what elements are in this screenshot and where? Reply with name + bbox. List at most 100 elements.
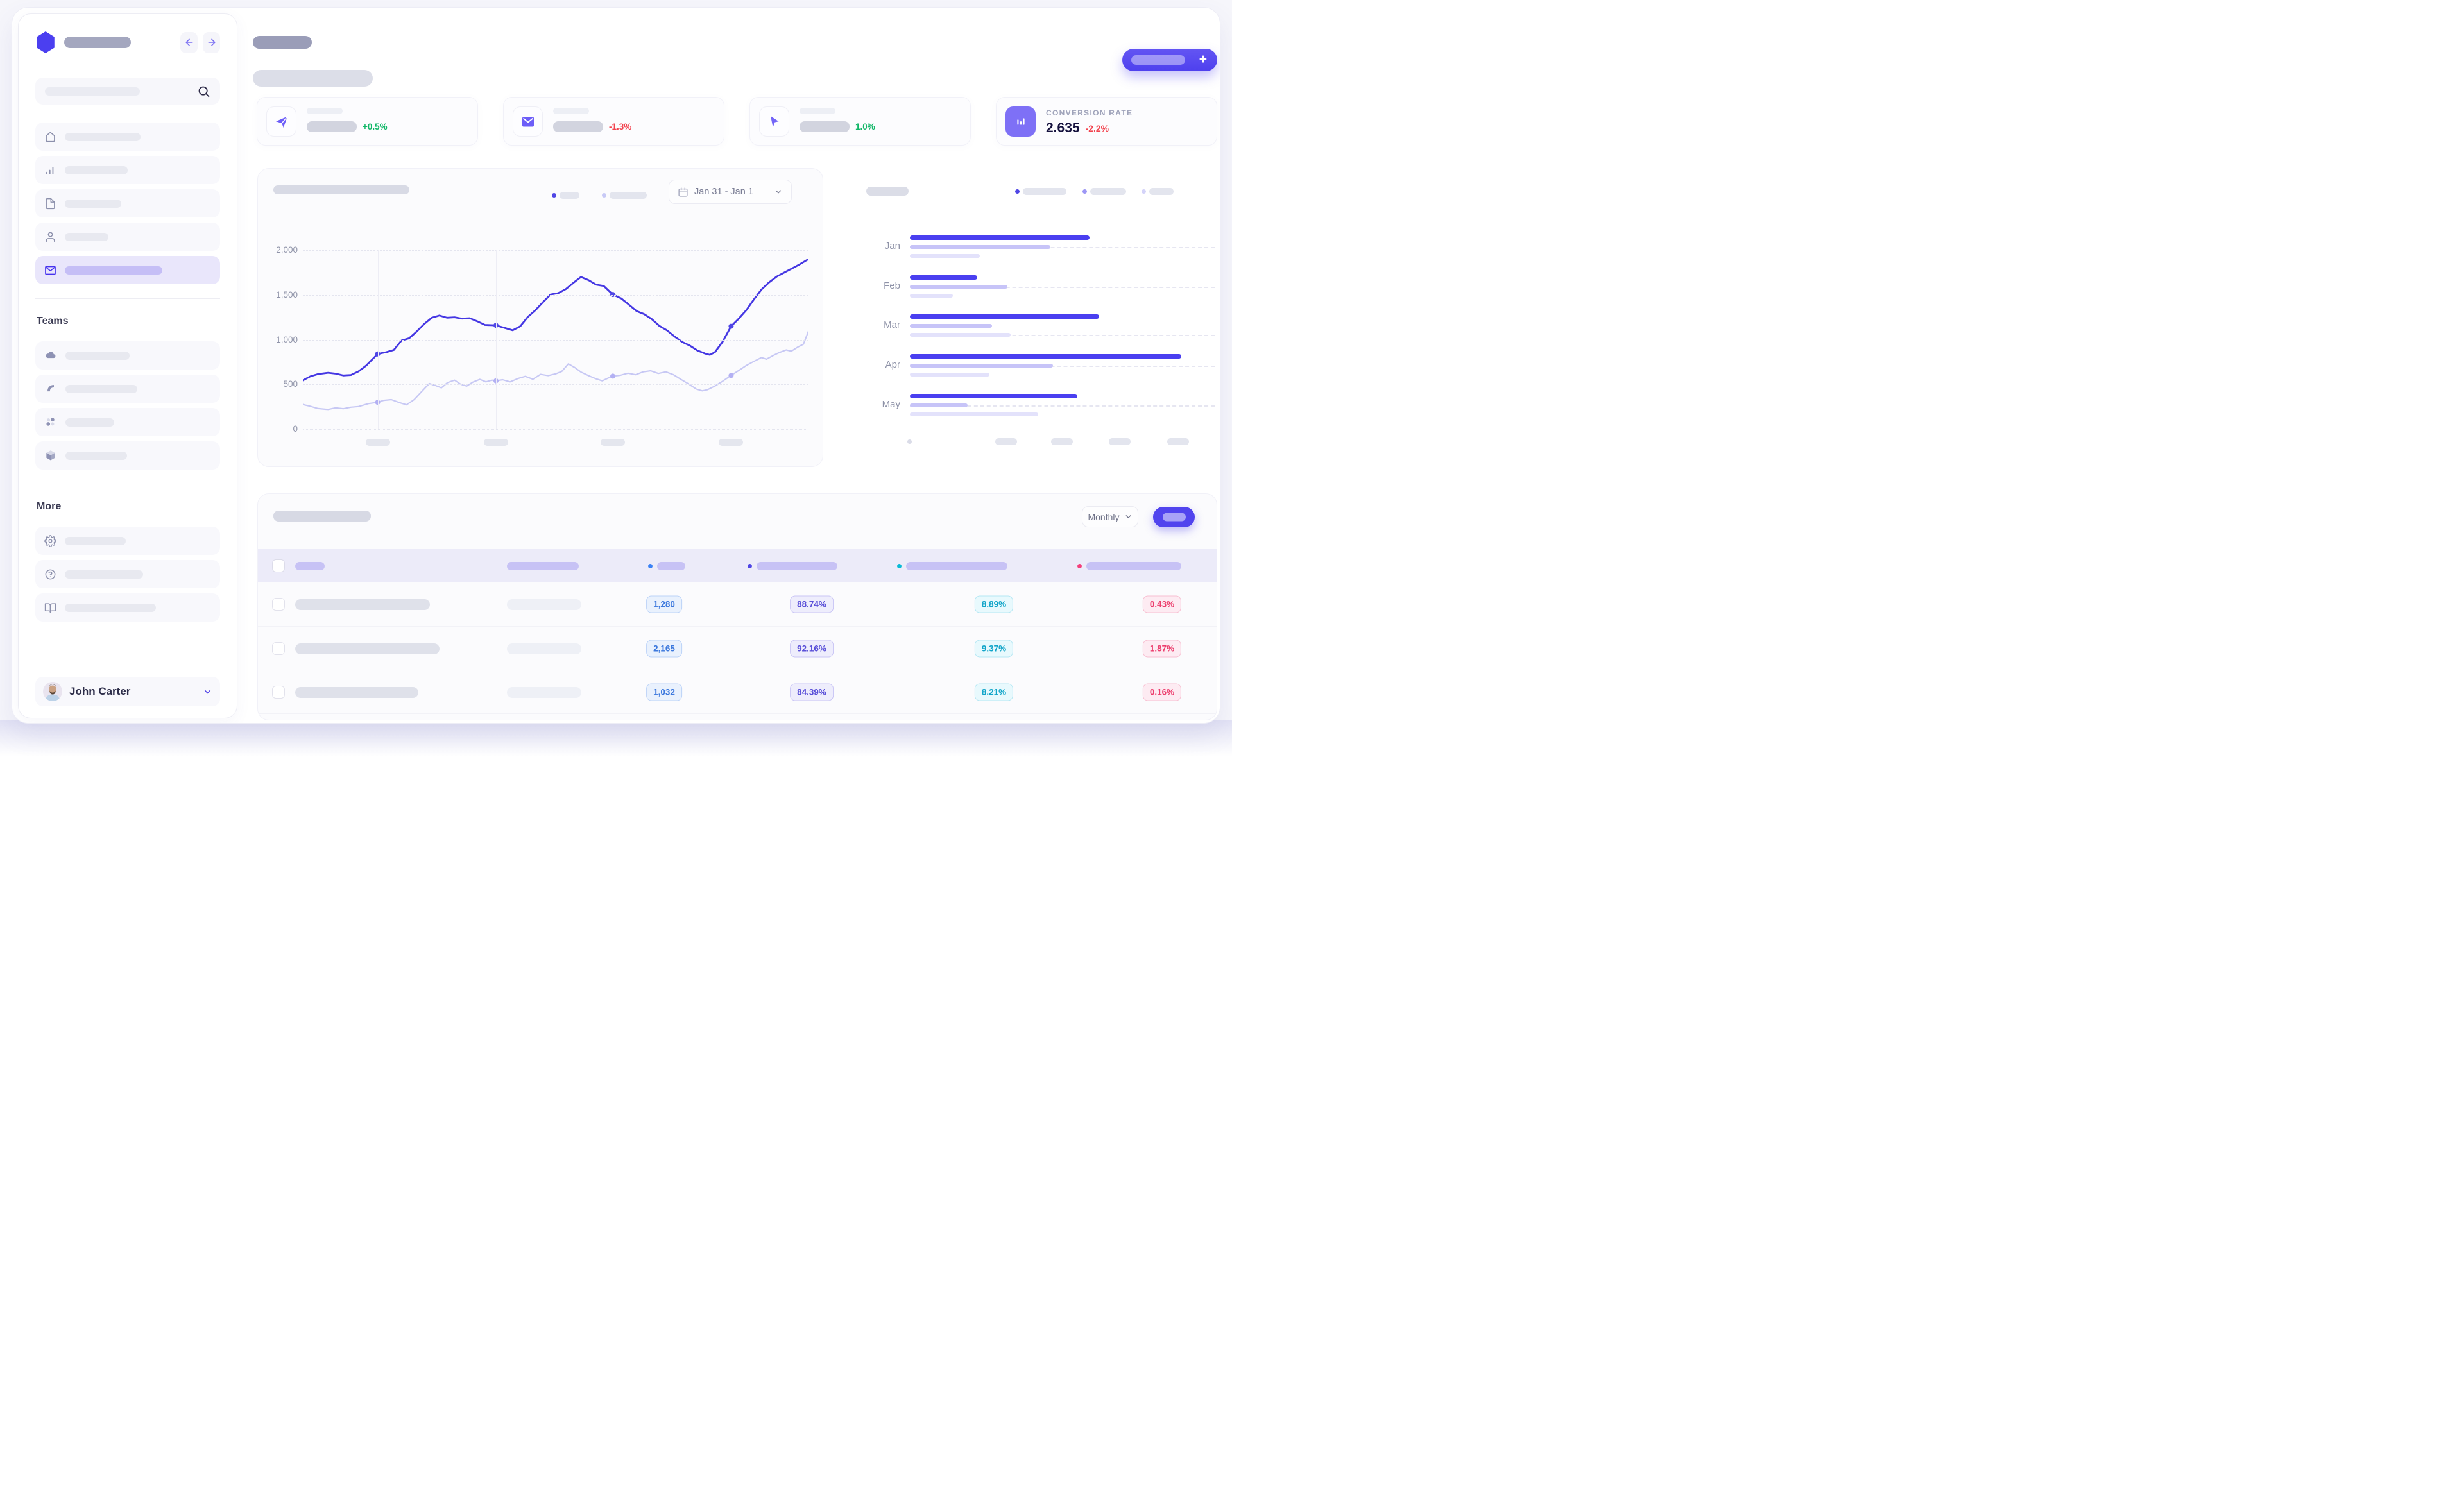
sidebar-divider — [35, 298, 220, 299]
x-axis-tick-placeholder — [995, 438, 1017, 445]
sidebar-nav — [35, 123, 220, 284]
line-chart-plot — [303, 258, 809, 411]
column-dot-cyan — [897, 564, 902, 568]
legend-label-placeholder — [560, 192, 579, 199]
data-point-series-1[interactable] — [493, 323, 499, 328]
gridline — [303, 339, 809, 341]
bar-series-3[interactable] — [910, 333, 1011, 337]
date-range-picker[interactable]: Jan 31 - Jan 1 — [669, 180, 792, 204]
gridline — [303, 384, 809, 386]
row-checkbox[interactable] — [272, 642, 285, 655]
bar-series-1[interactable] — [910, 314, 1099, 319]
sidebar-item-docs[interactable] — [35, 593, 220, 622]
row-checkbox[interactable] — [272, 598, 285, 611]
kpi-card-emails[interactable]: -1.3% — [503, 97, 724, 146]
kpi-card-conversion-rate[interactable]: CONVERSION RATE 2.635 -2.2% — [996, 97, 1217, 146]
column-header-placeholder — [507, 562, 579, 570]
y-axis-tick-label: 2,000 — [276, 245, 298, 255]
app-logo-icon[interactable] — [37, 31, 55, 53]
table-title-placeholder — [273, 511, 371, 522]
metric-badge: 88.74% — [790, 595, 834, 613]
x-axis-tick-placeholder — [365, 439, 390, 446]
table-row[interactable]: 1,032 84.39% 8.21% 0.16% — [258, 670, 1217, 713]
sidebar-item-analytics[interactable] — [35, 156, 220, 184]
bar-series-2[interactable] — [910, 403, 968, 407]
chevron-down-icon — [204, 690, 211, 693]
cell-placeholder — [507, 643, 581, 654]
data-point-series-1[interactable] — [728, 323, 734, 329]
period-select[interactable]: Monthly — [1082, 506, 1138, 527]
sidebar-item-help[interactable] — [35, 560, 220, 588]
legend-dot-series-2 — [1082, 189, 1087, 194]
sidebar-item-home[interactable] — [35, 123, 220, 151]
data-point-series-2[interactable] — [375, 400, 381, 405]
category-label: Mar — [884, 319, 900, 330]
x-axis-tick-placeholder — [484, 439, 509, 446]
bar-series-3[interactable] — [910, 254, 980, 258]
sidebar-team-item[interactable] — [35, 441, 220, 470]
table-action-button[interactable] — [1153, 507, 1195, 527]
row-checkbox[interactable] — [272, 686, 285, 699]
sidebar-item-mail-active[interactable] — [35, 256, 220, 284]
dashed-track — [910, 405, 1215, 407]
x-axis-tick-placeholder — [719, 439, 744, 446]
bar-series-2[interactable] — [910, 364, 1054, 368]
bar-series-2[interactable] — [910, 324, 993, 328]
search-input[interactable] — [35, 78, 220, 105]
sidebar-team-item[interactable] — [35, 375, 220, 403]
select-all-checkbox[interactable] — [272, 559, 285, 572]
data-point-series-2[interactable] — [728, 373, 734, 378]
sidebar-item-contacts[interactable] — [35, 223, 220, 251]
sidebar-item-documents[interactable] — [35, 189, 220, 217]
bar-series-1[interactable] — [910, 275, 977, 280]
sidebar-team-item[interactable] — [35, 408, 220, 436]
data-point-series-1[interactable] — [375, 351, 381, 357]
metric-badge: 2,165 — [646, 640, 682, 657]
data-point-series-2[interactable] — [610, 373, 615, 379]
cube-logo-icon — [46, 450, 55, 461]
teams-heading: Teams — [37, 316, 69, 327]
cloud-logo-icon — [46, 352, 56, 359]
gear-icon — [44, 534, 56, 547]
kpi-delta: -2.2% — [1085, 123, 1109, 133]
cell-name-placeholder — [295, 643, 440, 654]
x-axis-tick-placeholder — [1109, 438, 1131, 445]
category-label: Feb — [884, 280, 900, 291]
kpi-card-sent[interactable]: +0.5% — [257, 97, 478, 146]
data-point-series-2[interactable] — [493, 378, 499, 384]
sidebar-team-item[interactable] — [35, 341, 220, 370]
kpi-card-clicks[interactable]: 1.0% — [749, 97, 971, 146]
table-row[interactable]: 1,280 88.74% 8.89% 0.43% — [258, 582, 1217, 626]
x-axis-tick-placeholder — [1051, 438, 1073, 445]
axis-tick-dot — [907, 439, 912, 444]
gridline — [731, 250, 732, 429]
bar-row-jan: Jan — [846, 234, 1217, 259]
bar-series-3[interactable] — [910, 373, 989, 377]
table-row[interactable]: 2,165 92.16% 9.37% 1.87% — [258, 626, 1217, 670]
bar-series-1[interactable] — [910, 394, 1078, 398]
button-label-placeholder — [1162, 513, 1186, 522]
period-select-value: Monthly — [1088, 511, 1120, 522]
kpi-label-placeholder — [553, 108, 589, 114]
data-point-series-1[interactable] — [610, 292, 615, 298]
bar-series-2[interactable] — [910, 285, 1007, 289]
bar-series-1[interactable] — [910, 235, 1090, 240]
book-icon — [44, 602, 56, 613]
metric-badge: 92.16% — [790, 640, 834, 657]
bar-series-3[interactable] — [910, 412, 1038, 416]
bar-series-3[interactable] — [910, 294, 953, 298]
sidebar-item-settings[interactable] — [35, 527, 220, 555]
bar-chart-panel: Jan Feb Mar Apr May — [846, 179, 1217, 455]
add-button[interactable]: + — [1122, 49, 1217, 71]
back-button[interactable] — [180, 31, 198, 53]
forward-button[interactable] — [203, 31, 220, 53]
legend-label-placeholder — [1023, 188, 1066, 195]
bar-series-1[interactable] — [910, 354, 1181, 359]
legend-dot-series-1 — [1015, 189, 1020, 194]
gridline — [377, 250, 379, 429]
bar-chart-icon — [1016, 117, 1025, 125]
category-label: Jan — [884, 241, 900, 251]
bar-series-2[interactable] — [910, 245, 1050, 249]
user-menu[interactable]: John Carter — [35, 677, 220, 706]
line-chart-card: Jan 31 - Jan 1 2,000 1,500 1,000 500 0 — [257, 168, 823, 467]
